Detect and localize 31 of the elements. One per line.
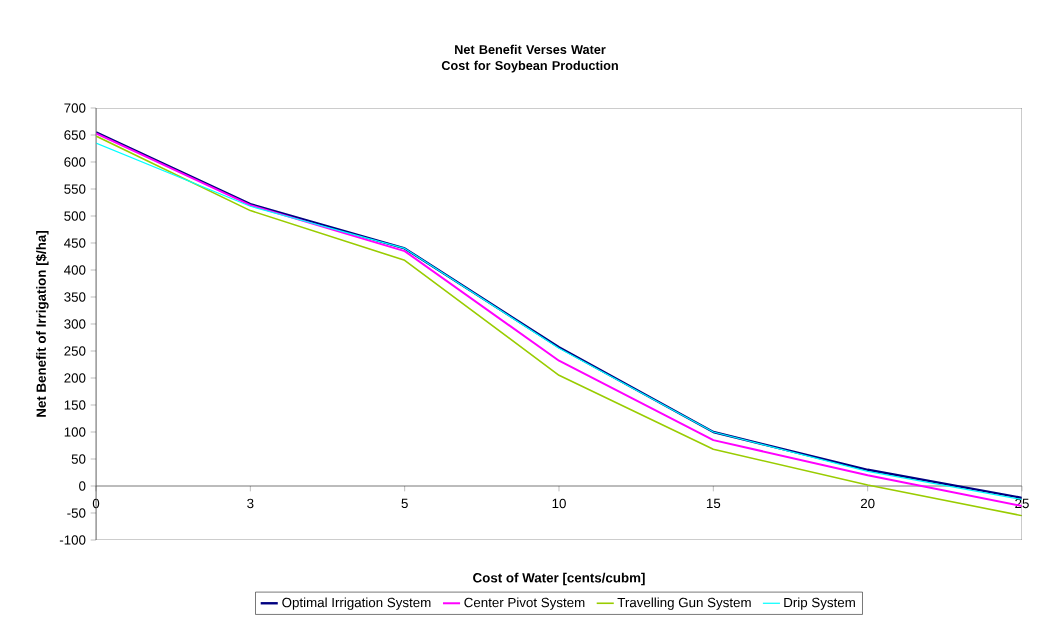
y-tick-label: 550 (64, 184, 86, 194)
y-tick-label: 0 (79, 481, 86, 491)
x-tick-label: 15 (706, 498, 721, 509)
chart-title: Net Benefit Verses Water Cost for Soybean Production (441, 44, 618, 73)
x-tick-label: 10 (552, 498, 566, 509)
y-tick-label: 50 (71, 454, 86, 464)
legend-label: Travelling Gun System (617, 597, 751, 610)
legend-label: Optimal Irrigation System (282, 597, 431, 610)
legend-label: Drip System (784, 597, 855, 610)
y-tick-label: 650 (64, 130, 86, 140)
y-tick-label: 200 (64, 373, 86, 383)
y-axis-title: Net Benefit of Irrigation [$/ha] (35, 231, 49, 417)
y-tick-label: 150 (64, 400, 86, 410)
y-tick-label: 100 (64, 427, 86, 437)
y-tick-label: 700 (64, 103, 86, 113)
y-tick-label: 600 (64, 157, 86, 167)
y-tick-label: -100 (59, 535, 86, 545)
x-tick-label: 3 (247, 498, 254, 509)
x-tick-label: 5 (401, 498, 408, 509)
y-tick-label: 400 (64, 265, 86, 275)
x-tick-label: 0 (92, 498, 100, 509)
y-tick-label: 250 (64, 346, 86, 356)
y-tick-label: 450 (64, 238, 86, 248)
y-tick-label: 350 (64, 292, 86, 302)
legend-label: Center Pivot System (464, 597, 585, 610)
x-tick-label: 25 (1015, 498, 1029, 509)
y-tick-label: 500 (64, 211, 86, 221)
y-tick-label: 300 (64, 319, 86, 329)
y-tick-label: -50 (67, 508, 86, 518)
x-tick-label: 20 (860, 498, 875, 509)
x-axis-title: Cost of Water [cents/cubm] (473, 572, 645, 586)
